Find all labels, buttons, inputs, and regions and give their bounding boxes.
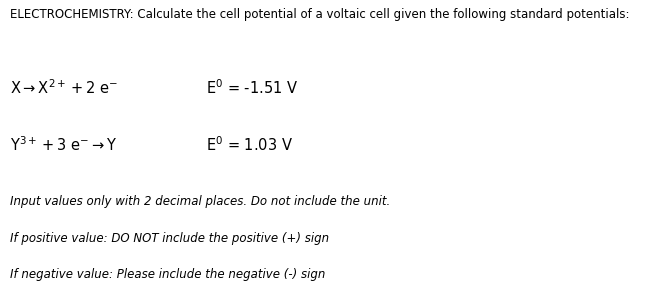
Text: Input values only with 2 decimal places. Do not include the unit.: Input values only with 2 decimal places.… bbox=[10, 195, 390, 208]
Text: $\mathregular{Y^{3+} + 3\ e^{-} \rightarrow Y}$: $\mathregular{Y^{3+} + 3\ e^{-} \rightar… bbox=[10, 135, 118, 154]
Text: If negative value: Please include the negative (-) sign: If negative value: Please include the ne… bbox=[10, 268, 325, 281]
Text: ELECTROCHEMISTRY: Calculate the cell potential of a voltaic cell given the follo: ELECTROCHEMISTRY: Calculate the cell pot… bbox=[10, 8, 629, 21]
Text: If positive value: DO NOT include the positive (+) sign: If positive value: DO NOT include the po… bbox=[10, 232, 329, 245]
Text: $\mathregular{X \rightarrow X^{2+} + 2\ e^{-}}$: $\mathregular{X \rightarrow X^{2+} + 2\ … bbox=[10, 79, 118, 98]
Text: $\mathregular{E^{0}}$ = 1.03 V: $\mathregular{E^{0}}$ = 1.03 V bbox=[206, 135, 293, 154]
Text: $\mathregular{E^{0}}$ = -1.51 V: $\mathregular{E^{0}}$ = -1.51 V bbox=[206, 79, 298, 98]
